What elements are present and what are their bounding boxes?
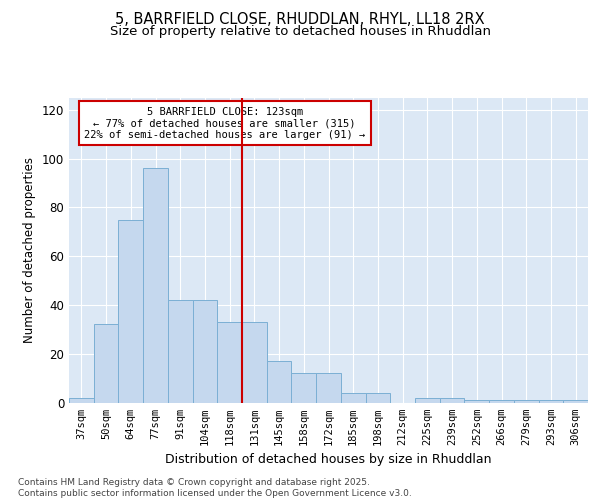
Bar — [563, 400, 588, 402]
Bar — [464, 400, 489, 402]
Bar — [341, 392, 365, 402]
Y-axis label: Number of detached properties: Number of detached properties — [23, 157, 36, 343]
X-axis label: Distribution of detached houses by size in Rhuddlan: Distribution of detached houses by size … — [165, 453, 492, 466]
Bar — [415, 398, 440, 402]
Bar — [118, 220, 143, 402]
Bar — [193, 300, 217, 402]
Bar — [217, 322, 242, 402]
Bar — [292, 373, 316, 402]
Bar — [242, 322, 267, 402]
Bar — [168, 300, 193, 402]
Bar — [489, 400, 514, 402]
Bar — [440, 398, 464, 402]
Text: 5, BARRFIELD CLOSE, RHUDDLAN, RHYL, LL18 2RX: 5, BARRFIELD CLOSE, RHUDDLAN, RHYL, LL18… — [115, 12, 485, 28]
Bar — [69, 398, 94, 402]
Bar — [143, 168, 168, 402]
Bar — [316, 373, 341, 402]
Bar — [267, 361, 292, 403]
Text: Size of property relative to detached houses in Rhuddlan: Size of property relative to detached ho… — [110, 25, 491, 38]
Text: Contains HM Land Registry data © Crown copyright and database right 2025.
Contai: Contains HM Land Registry data © Crown c… — [18, 478, 412, 498]
Text: 5 BARRFIELD CLOSE: 123sqm
← 77% of detached houses are smaller (315)
22% of semi: 5 BARRFIELD CLOSE: 123sqm ← 77% of detac… — [84, 106, 365, 140]
Bar — [539, 400, 563, 402]
Bar — [94, 324, 118, 402]
Bar — [365, 392, 390, 402]
Bar — [514, 400, 539, 402]
